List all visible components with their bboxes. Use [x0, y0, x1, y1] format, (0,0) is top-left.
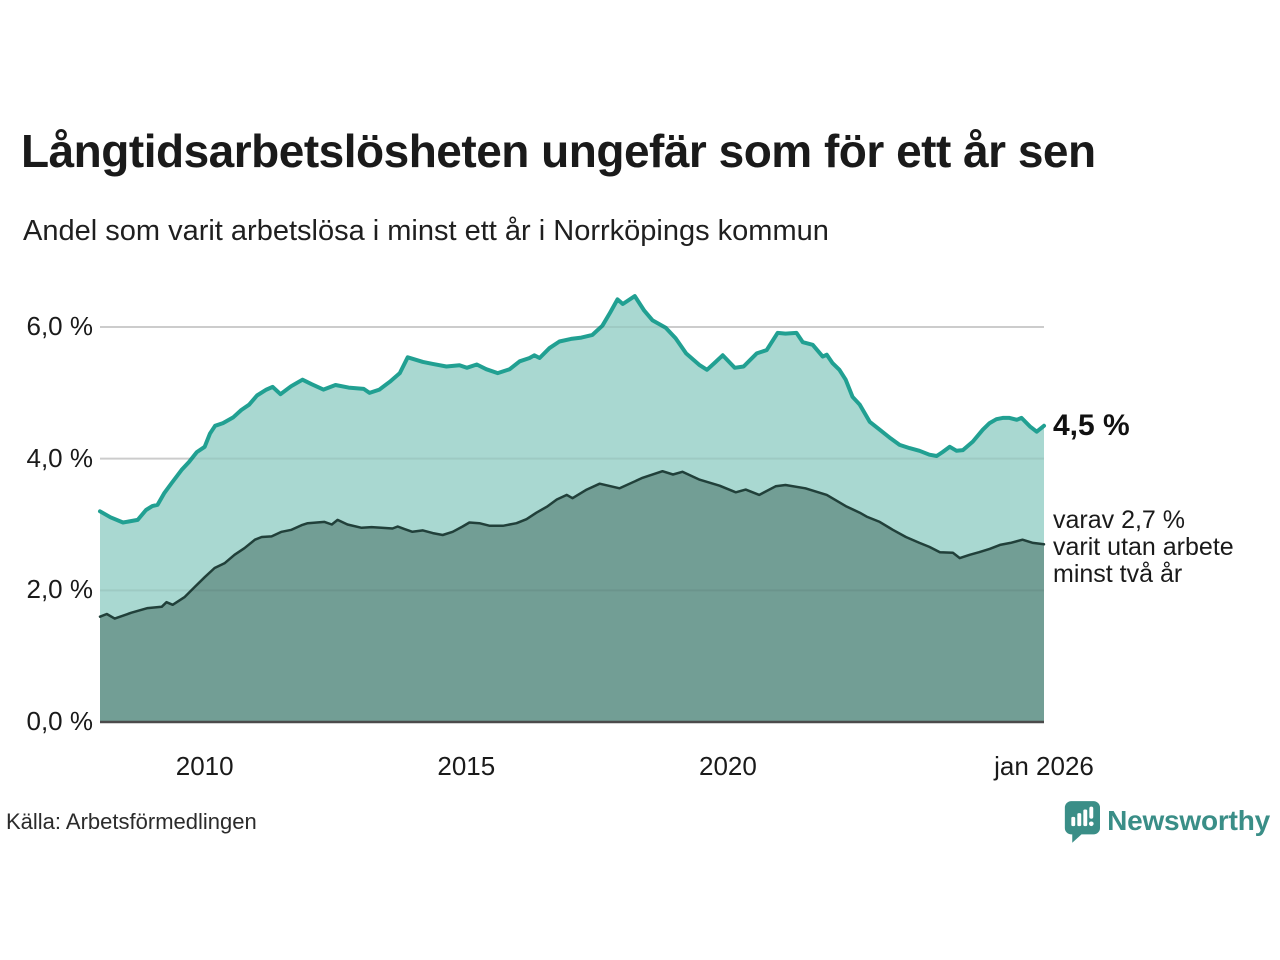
area-2.7pct: [100, 471, 1044, 722]
x-axis-tick-label: 2010: [175, 751, 234, 781]
newsworthy-brand: Newsworthy: [1063, 799, 1270, 843]
x-axis-tick-label: 2015: [437, 751, 496, 781]
y-axis-tick-label: 2,0 %: [26, 574, 94, 605]
line-series: [98, 294, 1046, 525]
x-axis-tick-label: jan 2026: [994, 751, 1094, 781]
chart-subtitle: Andel som varit arbetslösa i minst ett å…: [23, 215, 829, 247]
secondary-annotation: varav 2,7 % varit utan arbete minst två …: [1053, 506, 1234, 588]
line-series: [98, 469, 1046, 620]
y-axis-tick-label: 0,0 %: [26, 705, 94, 736]
y-axis-tick-label: 6,0 %: [26, 310, 94, 341]
y-axis-tick-label: 4,0 %: [26, 442, 94, 473]
newsworthy-logo-icon: [1064, 801, 1101, 843]
latest-value-label: 4,5 %: [1053, 409, 1130, 442]
source-note: Källa: Arbetsförmedlingen: [6, 809, 257, 834]
brand-name: Newsworthy: [1107, 805, 1270, 836]
chart-title: Långtidsarbetslösheten ungefär som för e…: [21, 125, 1096, 177]
x-axis-tick-label: 2020: [699, 751, 757, 781]
